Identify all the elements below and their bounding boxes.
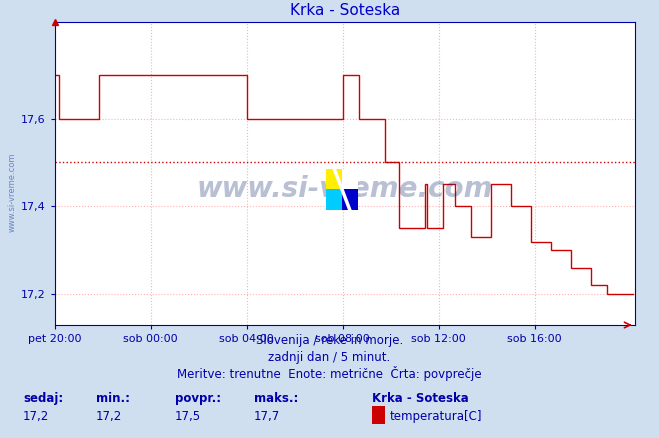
- Text: 17,2: 17,2: [96, 410, 122, 423]
- Title: Krka - Soteska: Krka - Soteska: [289, 3, 400, 18]
- Text: 17,2: 17,2: [23, 410, 49, 423]
- Text: maks.:: maks.:: [254, 392, 298, 405]
- Text: temperatura[C]: temperatura[C]: [390, 410, 482, 423]
- Text: Meritve: trenutne  Enote: metrične  Črta: povprečje: Meritve: trenutne Enote: metrične Črta: …: [177, 367, 482, 381]
- Text: zadnji dan / 5 minut.: zadnji dan / 5 minut.: [268, 351, 391, 364]
- Text: www.si-vreme.com: www.si-vreme.com: [8, 153, 17, 233]
- Text: sedaj:: sedaj:: [23, 392, 63, 405]
- Text: 17,5: 17,5: [175, 410, 201, 423]
- Text: Krka - Soteska: Krka - Soteska: [372, 392, 469, 405]
- Text: Slovenija / reke in morje.: Slovenija / reke in morje.: [256, 334, 403, 347]
- Bar: [326, 189, 342, 210]
- Text: povpr.:: povpr.:: [175, 392, 221, 405]
- Bar: [326, 169, 342, 189]
- Bar: [342, 189, 358, 210]
- Text: min.:: min.:: [96, 392, 130, 405]
- Text: 17,7: 17,7: [254, 410, 280, 423]
- Text: www.si-vreme.com: www.si-vreme.com: [196, 175, 493, 203]
